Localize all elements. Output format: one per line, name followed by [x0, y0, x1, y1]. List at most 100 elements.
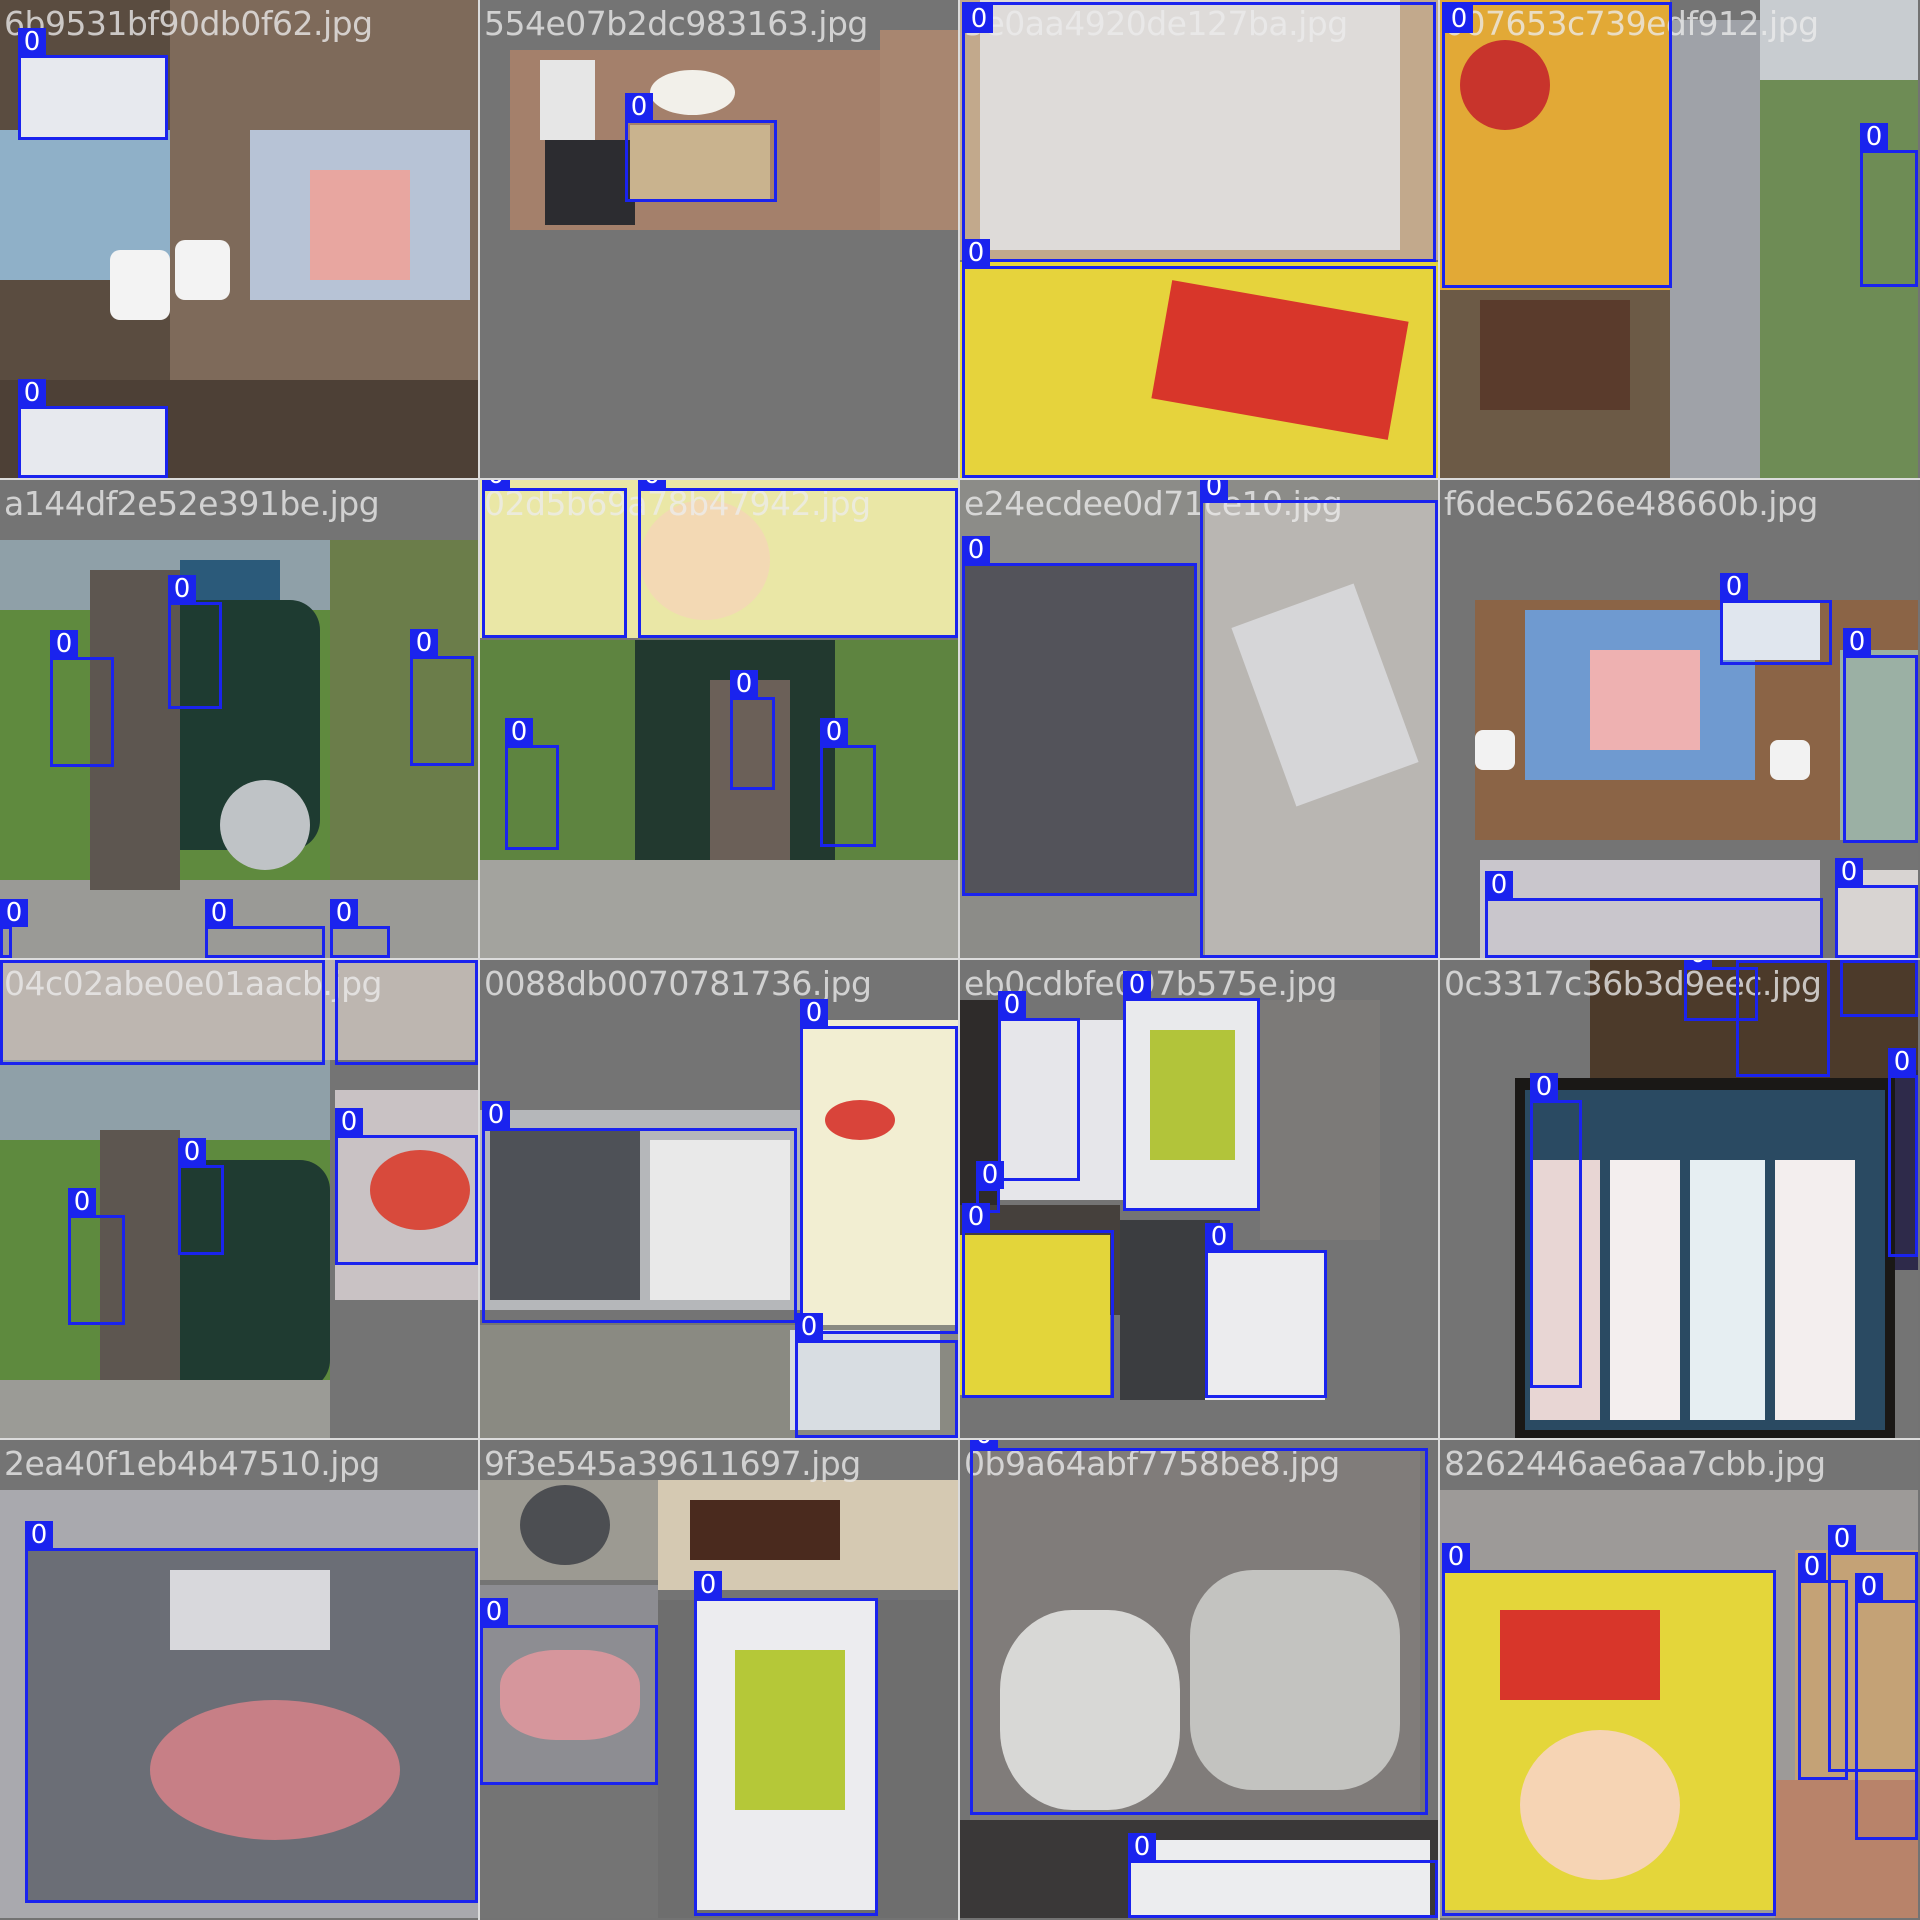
tile-filename: 8262446ae6aa7cbb.jpg — [1444, 1444, 1826, 1483]
bounding-box: 0 — [1684, 960, 1758, 1021]
bounding-box: 0 — [1123, 971, 1260, 1211]
bounding-box: 0 — [1736, 960, 1830, 1077]
class-label: 0 — [965, 5, 993, 33]
class-label: 0 — [1530, 1073, 1558, 1101]
photo-region — [650, 1140, 790, 1300]
photo-region — [960, 1235, 1110, 1395]
photo-region — [90, 570, 180, 890]
tile-7: e24ecdee0d71ce10.jpg 0 0 — [960, 480, 1438, 958]
class-label: 0 — [482, 1101, 510, 1129]
photo-region — [1770, 740, 1810, 780]
class-label: 0 — [335, 960, 363, 961]
class-label: 0 — [976, 1161, 1004, 1189]
tile-4: 007653c739edf912.jpg 0 0 — [1440, 0, 1918, 478]
bounding-box: 0 — [962, 2, 1436, 262]
tile-filename: 554e07b2dc983163.jpg — [484, 4, 868, 43]
photo-region — [0, 960, 478, 1060]
tile-1: 6b9531bf90db0f62.jpg 0 0 — [0, 0, 478, 478]
photo-region — [965, 565, 1195, 895]
photo-region — [1205, 1250, 1325, 1400]
class-label: 0 — [1200, 480, 1228, 501]
photo-region — [800, 1020, 958, 1330]
class-label: 0 — [820, 718, 848, 746]
photo-region — [480, 860, 958, 958]
bounding-box: 0 — [1200, 480, 1438, 958]
class-label: 0 — [1888, 1048, 1916, 1076]
grid-divider — [478, 0, 480, 1920]
class-label: 0 — [1798, 1553, 1826, 1581]
class-label: 0 — [68, 1188, 96, 1216]
class-label: 0 — [1843, 628, 1871, 656]
photo-region — [1610, 1160, 1680, 1420]
tile-6: 02d5b69a78b47942.jpg 0 0 0 0 0 — [480, 480, 958, 958]
class-label: 0 — [1835, 858, 1863, 886]
tile-filename: 6b9531bf90db0f62.jpg — [4, 4, 373, 43]
tile-filename: 04c02abe0e01aacb.jpg — [4, 964, 382, 1003]
photo-region — [175, 240, 230, 300]
photo-region — [1260, 1000, 1380, 1240]
bounding-box: 0 — [962, 1203, 1114, 1398]
grid-divider — [958, 0, 960, 1920]
tile-filename: 0c3317c36b3d9eec.jpg — [1444, 964, 1822, 1003]
class-label: 0 — [335, 1108, 363, 1136]
photo-region — [1670, 20, 1760, 478]
tile-8: f6dec5626e48660b.jpg 0 0 0 0 — [1440, 480, 1918, 958]
grid-divider — [0, 958, 1920, 960]
photo-region — [500, 1650, 640, 1740]
photo-region — [1775, 1780, 1918, 1918]
tile-10: 0088db0070781736.jpg 0 0 0 — [480, 960, 958, 1438]
class-label: 0 — [730, 670, 758, 698]
bounding-box: 0 — [1442, 2, 1672, 288]
tile-15: 0b9a64abf7758be8.jpg 0 0 — [960, 1440, 1438, 1918]
photo-region — [20, 408, 165, 478]
class-label: 0 — [1123, 971, 1151, 999]
class-label: 0 — [1840, 960, 1868, 961]
tile-9: 04c02abe0e01aacb.jpg 0 0 0 0 0 — [0, 960, 478, 1438]
tile-3: 5e0aa4920de127ba.jpg 0 0 — [960, 0, 1438, 478]
photo-region — [370, 1150, 470, 1230]
photo-region — [1520, 1730, 1680, 1880]
tile-filename: 007653c739edf912.jpg — [1444, 4, 1819, 43]
class-label: 0 — [1442, 1543, 1470, 1571]
photo-region — [150, 1700, 400, 1840]
class-label: 0 — [505, 718, 533, 746]
class-label: 0 — [694, 1571, 722, 1599]
class-label: 0 — [1485, 871, 1513, 899]
photo-region — [980, 0, 1400, 250]
class-label: 0 — [1828, 1525, 1856, 1553]
class-label: 0 — [18, 28, 46, 56]
bounding-box: 0 — [1840, 960, 1918, 1017]
photo-region — [1895, 1070, 1918, 1270]
bounding-box: 0 — [25, 1521, 478, 1903]
bounding-box: 0 — [970, 1440, 1428, 1815]
photo-region — [1130, 1840, 1430, 1918]
bounding-box: 0 — [962, 536, 1197, 896]
bounding-box: 0 — [18, 379, 168, 478]
class-label: 0 — [480, 1598, 508, 1626]
bounding-box: 0 — [625, 93, 777, 202]
bounding-box: 0 — [1530, 1073, 1582, 1388]
tile-14: 9f3e545a39611697.jpg 0 0 — [480, 1440, 958, 1918]
photo-region — [545, 140, 635, 225]
photo-region — [20, 55, 165, 140]
tile-filename: 5e0aa4920de127ba.jpg — [964, 4, 1348, 43]
photo-region — [1150, 1030, 1235, 1160]
bounding-box: 0 — [795, 1313, 958, 1438]
bounding-box: 0 — [1128, 1833, 1438, 1918]
class-label: 0 — [25, 1521, 53, 1549]
bounding-box: 0 — [638, 480, 958, 638]
bounding-box: 0 — [480, 1598, 658, 1785]
photo-region — [490, 1130, 640, 1300]
bounding-box: 0 — [18, 28, 168, 140]
photo-region — [1475, 730, 1515, 770]
bounding-box: 0 — [178, 1138, 224, 1255]
class-label: 0 — [1128, 1833, 1156, 1861]
class-label: 0 — [168, 575, 196, 603]
grid-divider — [0, 478, 1920, 480]
class-label: 0 — [482, 480, 510, 489]
class-label: 0 — [0, 899, 28, 927]
class-label: 0 — [50, 630, 78, 658]
class-label: 0 — [1205, 1223, 1233, 1251]
photo-region — [520, 1485, 610, 1565]
